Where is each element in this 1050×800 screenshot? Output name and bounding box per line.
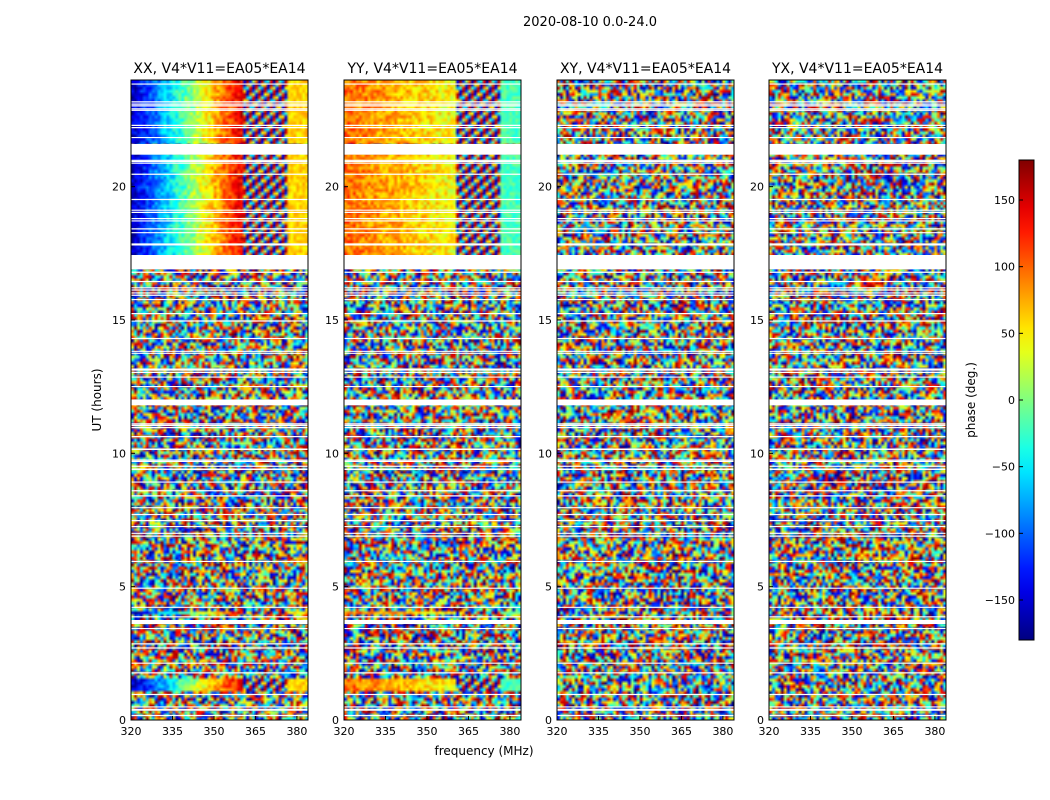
panel-frame [556, 79, 735, 721]
y-tick-label: 5 [119, 581, 126, 594]
y-tick-label: 5 [757, 581, 764, 594]
x-tick-label: 365 [671, 725, 692, 738]
x-axis-label: frequency (MHz) [434, 744, 533, 758]
y-tick-label: 20 [112, 181, 126, 194]
x-tick-label: 365 [245, 725, 266, 738]
x-tick-label: 380 [924, 725, 945, 738]
y-tick-label: 5 [332, 581, 339, 594]
panel-title: YY, V4*V11=EA05*EA14 [346, 61, 517, 77]
y-tick-label: 10 [325, 447, 339, 460]
y-tick-label: 10 [538, 447, 552, 460]
panel-frame [343, 79, 522, 721]
x-tick-label: 335 [162, 725, 183, 738]
colorbar-tick-label: 150 [994, 194, 1015, 207]
flagged-band [557, 620, 734, 624]
x-tick-label: 350 [203, 725, 224, 738]
x-tick-label: 365 [883, 725, 904, 738]
x-tick-label: 320 [334, 725, 355, 738]
panel-title: XX, V4*V11=EA05*EA14 [133, 61, 305, 77]
colorbar-tick-label: 100 [994, 261, 1015, 274]
y-tick-label: 0 [332, 714, 339, 727]
flagged-band [344, 620, 521, 624]
flagged-band [557, 144, 734, 155]
panel-title: XY, V4*V11=EA05*EA14 [560, 61, 731, 77]
colorbar: −150 −100 −50 0 50 100 150 phase (deg.) [964, 159, 1035, 641]
y-tick-label: 20 [750, 181, 764, 194]
colorbar-tick-label: −100 [985, 527, 1015, 540]
y-tick-label: 0 [757, 714, 764, 727]
flagged-band [769, 256, 946, 270]
flagged-band [769, 144, 946, 155]
x-tick-label: 365 [458, 725, 479, 738]
x-tick-label: 380 [499, 725, 520, 738]
y-tick-label: 15 [325, 314, 339, 327]
colorbar-tick-label: −150 [985, 594, 1015, 607]
y-axis-label: UT (hours) [90, 368, 104, 431]
y-tick-label: 20 [325, 181, 339, 194]
y-tick-label: 15 [538, 314, 552, 327]
y-tick-label: 10 [750, 447, 764, 460]
x-tick-label: 380 [286, 725, 307, 738]
flagged-band [557, 256, 734, 270]
y-tick-label: 0 [545, 714, 552, 727]
y-tick-label: 5 [545, 581, 552, 594]
x-tick-label: 350 [841, 725, 862, 738]
flagged-band [344, 144, 521, 155]
panel-frame [130, 79, 309, 721]
colorbar-tick-label: −50 [992, 461, 1015, 474]
x-tick-label: 335 [588, 725, 609, 738]
x-tick-label: 320 [547, 725, 568, 738]
figure-title: 2020-08-10 0.0-24.0 [523, 15, 657, 30]
panel-0: XX, V4*V11=EA05*EA14 320 335 350 365 380 0 5 10 1… [112, 61, 309, 738]
panel-2: XY, V4*V11=EA05*EA14 320 335 350 365 380 0 5 10 1… [538, 61, 735, 738]
flagged-band [131, 620, 308, 624]
panel-1: YY, V4*V11=EA05*EA14 320 335 350 365 380 0 5 10 1… [325, 61, 522, 738]
panel-frame [768, 79, 947, 721]
x-tick-label: 380 [712, 725, 733, 738]
panels: XX, V4*V11=EA05*EA14 320 335 350 365 380 0 5 10 1… [112, 61, 947, 738]
panel-title: YX, V4*V11=EA05*EA14 [771, 61, 943, 77]
colorbar-tick-label: 0 [1008, 394, 1015, 407]
x-tick-label: 335 [800, 725, 821, 738]
x-tick-label: 335 [375, 725, 396, 738]
x-tick-label: 320 [121, 725, 142, 738]
x-tick-label: 320 [759, 725, 780, 738]
flagged-band [344, 256, 521, 270]
colorbar-tick-label: 50 [1001, 327, 1015, 340]
y-tick-label: 15 [112, 314, 126, 327]
y-tick-label: 15 [750, 314, 764, 327]
panel-3: YX, V4*V11=EA05*EA14 320 335 350 365 380 0 5 10 1… [750, 61, 947, 738]
x-tick-label: 350 [416, 725, 437, 738]
flagged-band [769, 620, 946, 624]
y-tick-label: 0 [119, 714, 126, 727]
y-tick-label: 20 [538, 181, 552, 194]
y-tick-label: 10 [112, 447, 126, 460]
flagged-band [131, 144, 308, 155]
flagged-band [131, 256, 308, 270]
colorbar-label: phase (deg.) [964, 362, 978, 438]
x-tick-label: 350 [629, 725, 650, 738]
